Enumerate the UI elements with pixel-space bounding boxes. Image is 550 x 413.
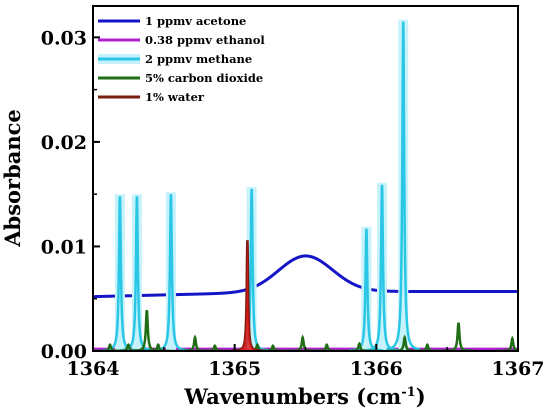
x-axis-title: Wavenumbers (cm-1) <box>183 384 425 409</box>
y-axis-title: Absorbance <box>0 109 25 248</box>
legend-label: 5% carbon dioxide <box>145 71 263 85</box>
water-peak-fill <box>230 240 265 351</box>
series-layer <box>93 19 518 351</box>
legend-label: 2 ppmv methane <box>145 52 252 66</box>
peak-line <box>364 184 399 351</box>
x-axis-title-main: Wavenumbers (cm <box>183 384 401 409</box>
legend-label: 1% water <box>145 90 205 104</box>
y-axis: 0.00 0.01 0.02 0.03 <box>41 27 100 363</box>
y-tick-label: 0.01 <box>41 236 87 258</box>
y-tick-label: 0.03 <box>41 27 87 49</box>
series-2-ppmv-methane <box>102 19 421 351</box>
acetone-line <box>93 254 518 299</box>
legend-label: 1 ppmv acetone <box>145 14 246 28</box>
x-tick-label: 1366 <box>350 358 403 380</box>
x-tick-label: 1364 <box>67 358 120 380</box>
y-tick-label: 0.02 <box>41 132 87 154</box>
x-tick-label: 1365 <box>208 358 261 380</box>
x-axis-title-superscript: -1 <box>401 385 415 400</box>
legend-label: 0.38 ppmv ethanol <box>145 33 265 47</box>
x-axis-title-close: ) <box>416 384 426 409</box>
series-1-ppmv-acetone <box>93 254 518 299</box>
y-tick-label: 0.00 <box>41 341 87 363</box>
x-axis: 1364 1365 1366 1367 <box>67 344 545 380</box>
x-tick-label: 1367 <box>492 358 545 380</box>
peak-line <box>386 21 421 351</box>
legend: 1 ppmv acetone 0.38 ppmv ethanol 2 ppmv me… <box>98 14 265 104</box>
